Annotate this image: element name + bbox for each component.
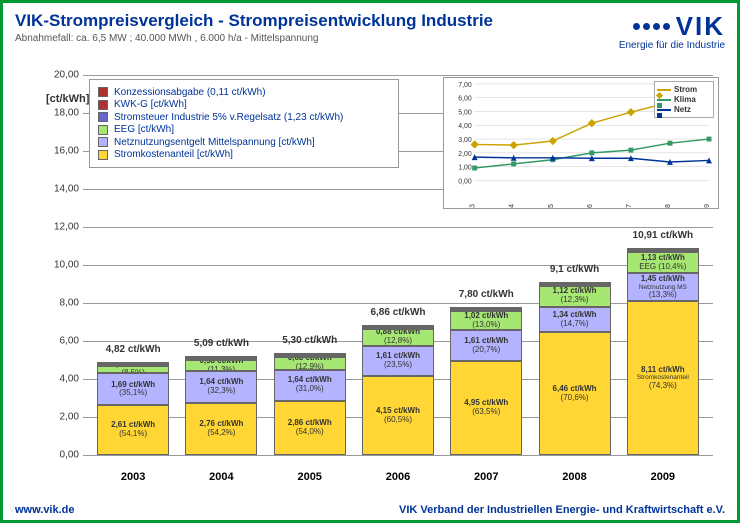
bar-segment-netz: 1,45 ct/kWhNetznutzung MS(13,3%)	[627, 273, 699, 301]
svg-text:1,00: 1,00	[458, 165, 472, 172]
bar-segment-netz: 1,64 ct/kWh(32,3%)	[185, 371, 257, 402]
inset-legend: StromKlimaNetz	[654, 81, 714, 118]
y-tick-label: 10,00	[43, 260, 79, 271]
page-title: VIK-Strompreisvergleich - Strompreisentw…	[15, 11, 493, 31]
bar-2008: 6,46 ct/kWh(70,6%)1,34 ct/kWh(14,7%)1,12…	[539, 282, 611, 455]
bar-2009: 8,11 ct/kWhStromkostenanteil(74,3%)1,45 …	[627, 248, 699, 455]
bar-segment-strom: 2,86 ct/kWh(54,0%)	[274, 401, 346, 455]
svg-text:4,00: 4,00	[458, 123, 472, 130]
bar-segment-eeg: 1,12 ct/kWh(12,3%)	[539, 286, 611, 307]
bar-segment-netz: 1,61 ct/kWh(23,5%)	[362, 346, 434, 377]
bar-segment-eeg: 0,58 ct/kWh(11,3%)	[185, 360, 257, 371]
inset-legend-strom: Strom	[657, 85, 711, 94]
bar-total-label: 5,30 ct/kWh	[282, 335, 337, 346]
svg-text:5,00: 5,00	[458, 109, 472, 116]
svg-text:2007: 2007	[626, 204, 633, 208]
svg-text:6,00: 6,00	[458, 96, 472, 103]
bar-segment-eeg: 1,02 ct/kWh(13,0%)	[450, 311, 522, 330]
vik-logo: VIK Energie für die Industrie	[619, 11, 725, 51]
footer-org: VIK Verband der Industriellen Energie- u…	[399, 504, 725, 516]
inset-chart: 0,00 1,00 2,00 3,00 4,00 5,00 6,00 7,00 2003 2004…	[443, 77, 719, 209]
y-tick-label: 2,00	[43, 412, 79, 423]
bar-total-label: 10,91 ct/kWh	[633, 230, 694, 241]
chart-frame: VIK-Strompreisvergleich - Strompreisentw…	[0, 0, 740, 523]
svg-text:2003: 2003	[470, 204, 477, 208]
legend-item-konz: Konzessionsabgabe (0,11 ct/kWh)	[98, 87, 390, 98]
svg-text:0,00: 0,00	[458, 178, 472, 185]
svg-text:2005: 2005	[548, 204, 555, 208]
bar-2006: 4,15 ct/kWh(60,5%)1,61 ct/kWh(23,5%)0,88…	[362, 325, 434, 455]
bar-segment-strom: 4,95 ct/kWh(63,5%)	[450, 361, 522, 455]
y-tick-label: 12,00	[43, 222, 79, 233]
page-subtitle: Abnahmefall: ca. 6,5 MW ; 40.000 MWh , 6…	[15, 33, 493, 44]
x-tick-label: 2006	[362, 471, 434, 483]
bar-total-label: 4,82 ct/kWh	[106, 344, 161, 355]
svg-text:2009: 2009	[704, 204, 711, 208]
y-tick-label: 16,00	[43, 146, 79, 157]
inset-legend-netz: Netz	[657, 105, 711, 114]
bar-2004: 2,76 ct/kWh(54,2%)1,64 ct/kWh(32,3%)0,58…	[185, 356, 257, 455]
x-tick-label: 2004	[185, 471, 257, 483]
y-tick-label: 6,00	[43, 336, 79, 347]
y-tick-label: 4,00	[43, 374, 79, 385]
x-tick-label: 2003	[97, 471, 169, 483]
bar-segment-netz: 1,69 ct/kWh(35,1%)	[97, 373, 169, 405]
legend-item-eeg: EEG [ct/kWh]	[98, 124, 390, 135]
x-tick-label: 2005	[274, 471, 346, 483]
bar-total-label: 6,86 ct/kWh	[370, 307, 425, 318]
svg-text:2006: 2006	[587, 204, 594, 208]
svg-text:7,00: 7,00	[458, 82, 472, 89]
x-tick-label: 2009	[627, 471, 699, 483]
bar-segment-strom: 2,76 ct/kWh(54,2%)	[185, 403, 257, 455]
bar-segment-strom: 8,11 ct/kWhStromkostenanteil(74,3%)	[627, 301, 699, 455]
bar-segment-netz: 1,64 ct/kWh(31,0%)	[274, 370, 346, 401]
y-tick-label: 14,00	[43, 184, 79, 195]
svg-text:2,00: 2,00	[458, 151, 472, 158]
bar-segment-netz: 1,34 ct/kWh(14,7%)	[539, 307, 611, 332]
bar-segment-strom: 4,15 ct/kWh(60,5%)	[362, 376, 434, 455]
bar-total-label: 9,1 ct/kWh	[550, 264, 599, 275]
bar-2003: 2,61 ct/kWh(54,1%)1,69 ct/kWh(35,1%)0,41…	[97, 362, 169, 455]
y-tick-label: 0,00	[43, 450, 79, 461]
header: VIK-Strompreisvergleich - Strompreisentw…	[3, 3, 737, 53]
x-tick-label: 2007	[450, 471, 522, 483]
bar-segment-netz: 1,61 ct/kWh(20,7%)	[450, 330, 522, 361]
bar-2007: 4,95 ct/kWh(63,5%)1,61 ct/kWh(20,7%)1,02…	[450, 307, 522, 455]
bar-segment-eeg: 1,13 ct/kWhEEG (10,4%)	[627, 252, 699, 273]
bar-total-label: 7,80 ct/kWh	[459, 289, 514, 300]
legend: Konzessionsabgabe (0,11 ct/kWh)KWK-G [ct…	[89, 79, 399, 168]
footer-url: www.vik.de	[15, 504, 75, 516]
svg-text:2004: 2004	[509, 204, 516, 208]
bar-segment-eeg: 0,41 ct/kWh(8,5%)	[97, 366, 169, 374]
x-axis: 2003 2004 2005 2006 2007 2008 2009	[83, 471, 713, 483]
legend-item-kwkg: KWK-G [ct/kWh]	[98, 99, 390, 110]
y-tick-label: 20,00	[43, 70, 79, 81]
bar-segment-eeg: 0,88 ct/kWh(12,8%)	[362, 329, 434, 346]
svg-text:3,00: 3,00	[458, 137, 472, 144]
legend-item-netz: Netznutzungsentgelt Mittelspannung [ct/k…	[98, 137, 390, 148]
footer: www.vik.de VIK Verband der Industriellen…	[15, 504, 725, 516]
bar-segment-strom: 6,46 ct/kWh(70,6%)	[539, 332, 611, 455]
legend-item-strom: Stromkostenanteil [ct/kWh]	[98, 149, 390, 160]
y-tick-label: 18,00	[43, 108, 79, 119]
bar-total-label: 5,09 ct/kWh	[194, 338, 249, 349]
legend-item-steuer: Stromsteuer Industrie 5% v.Regelsatz (1,…	[98, 112, 390, 123]
bar-segment-strom: 2,61 ct/kWh(54,1%)	[97, 405, 169, 455]
bar-segment-eeg: 0,68 ct/kWh(12,9%)	[274, 357, 346, 370]
y-tick-label: 8,00	[43, 298, 79, 309]
inset-legend-klima: Klima	[657, 95, 711, 104]
bar-2005: 2,86 ct/kWh(54,0%)1,64 ct/kWh(31,0%)0,68…	[274, 353, 346, 455]
x-tick-label: 2008	[539, 471, 611, 483]
svg-text:2008: 2008	[665, 204, 672, 208]
